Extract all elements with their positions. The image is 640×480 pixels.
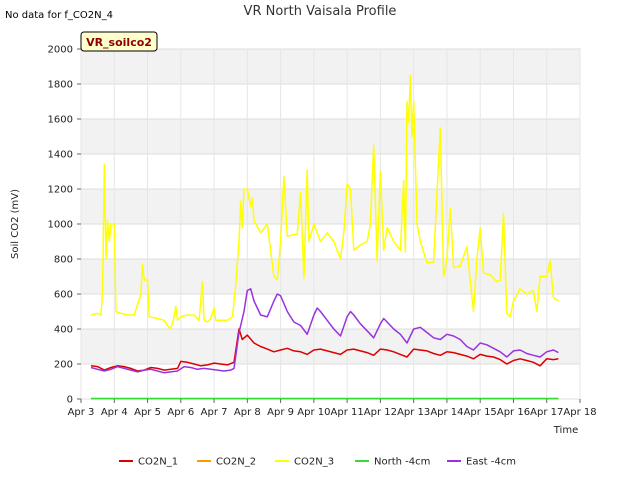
y-tick-label: 1400 (48, 150, 73, 161)
x-axis: Apr 3 Apr 4 Apr 5 Apr 6 Apr 7 Apr 8 Apr 9 Apr 1… (68, 399, 597, 418)
series-line-co2n-3 (90, 74, 559, 330)
legend-label-east-4cm: East -4cm (466, 457, 516, 468)
x-tick-label: Apr 3 (68, 407, 95, 418)
x-tick-label: Apr 8 (234, 407, 261, 418)
x-tick-label: Apr 14 (430, 407, 463, 418)
y-tick-label: 1800 (48, 80, 73, 91)
y-tick-label: 800 (54, 255, 73, 266)
no-data-message: No data for f_CO2N_4 (5, 10, 113, 21)
x-tick-label: Apr 5 (134, 407, 161, 418)
y-tick-label: 600 (54, 290, 73, 301)
chart-tag-label: VR_soilco2 (86, 36, 152, 49)
grid-band (81, 329, 580, 364)
legend-label-co2n-1: CO2N_1 (138, 457, 178, 468)
grid-band (81, 49, 580, 84)
legend-label-co2n-3: CO2N_3 (294, 457, 334, 468)
x-tick-label: Apr 9 (267, 407, 294, 418)
series-line-co2n-1 (90, 328, 559, 372)
series-layer (90, 74, 559, 400)
legend: CO2N_1 CO2N_2 CO2N_3 North -4cm East -4cm (119, 457, 516, 468)
x-tick-label: Apr 6 (167, 407, 194, 418)
x-axis-title: Time (553, 425, 578, 436)
x-tick-label: Apr 17 (530, 407, 563, 418)
series-line-east-4cm (90, 288, 559, 374)
grid-bands (81, 49, 580, 364)
grid-band (81, 119, 580, 154)
x-tick-label: Apr 11 (331, 407, 364, 418)
x-tick-label: Apr 7 (201, 407, 228, 418)
chart-tag: VR_soilco2 (80, 31, 158, 52)
x-tick-label: Apr 12 (364, 407, 397, 418)
grid-band (81, 259, 580, 294)
chart-title: VR North Vaisala Profile (244, 4, 397, 19)
x-tick-label: Apr 16 (497, 407, 530, 418)
legend-label-north-4cm: North -4cm (374, 457, 430, 468)
y-axis-title: Soil CO2 (mV) (10, 189, 21, 259)
x-tick-label: Apr 4 (101, 407, 128, 418)
y-tick-label: 400 (54, 325, 73, 336)
legend-label-co2n-2: CO2N_2 (216, 457, 256, 468)
grid-band (81, 189, 580, 224)
y-tick-label: 2000 (48, 45, 73, 56)
x-tick-label: Apr 18 (563, 407, 596, 418)
chart-tag-box (80, 31, 158, 52)
y-tick-label: 1200 (48, 185, 73, 196)
y-tick-label: 0 (67, 395, 73, 406)
x-tick-label: Apr 13 (397, 407, 430, 418)
y-tick-label: 1000 (48, 220, 73, 231)
y-tick-label: 1600 (48, 115, 73, 126)
y-axis: 0 200 400 600 800 1000 1200 1400 1600 1800 2000 (48, 45, 81, 406)
y-tick-label: 200 (54, 360, 73, 371)
plot-area (80, 48, 581, 400)
x-tick-label: Apr 15 (464, 407, 497, 418)
x-tick-label: Apr 10 (297, 407, 330, 418)
